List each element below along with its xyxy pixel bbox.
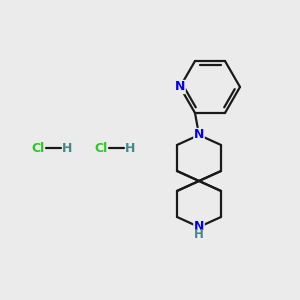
Text: Cl: Cl — [94, 142, 108, 154]
Text: H: H — [125, 142, 135, 154]
Text: Cl: Cl — [32, 142, 45, 154]
Text: N: N — [194, 128, 204, 142]
Text: N: N — [194, 220, 204, 233]
Text: N: N — [175, 80, 185, 94]
Text: H: H — [62, 142, 72, 154]
Text: H: H — [194, 229, 204, 242]
